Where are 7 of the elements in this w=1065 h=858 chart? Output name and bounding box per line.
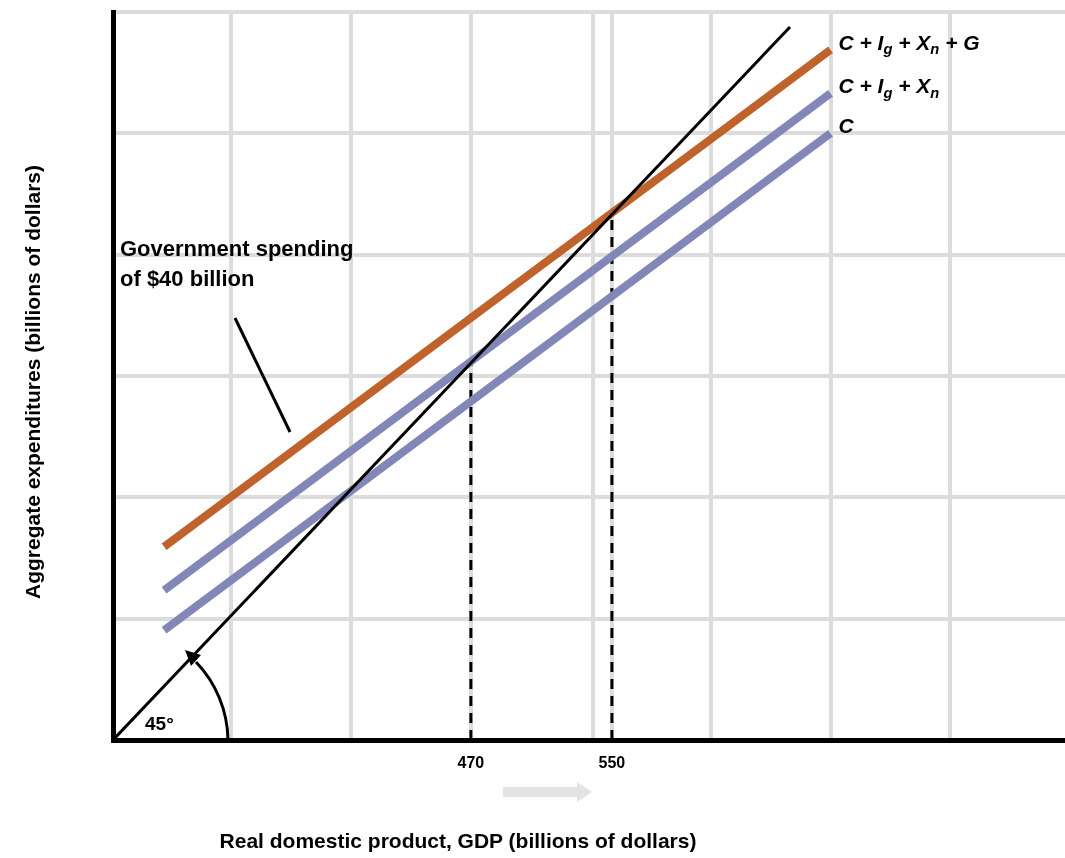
annotation: 45° (145, 713, 174, 734)
x-tick-label: 550 (598, 754, 626, 772)
annotation: Government spending of $40 billion (120, 236, 354, 291)
y-axis-title: Aggregate expenditures (billions of dollars) (21, 164, 44, 600)
series-label: C (838, 114, 855, 138)
x-tick-label: 470 (457, 754, 485, 772)
x-axis-title: Real domestic product, GDP (billions of dollars) (219, 829, 697, 852)
